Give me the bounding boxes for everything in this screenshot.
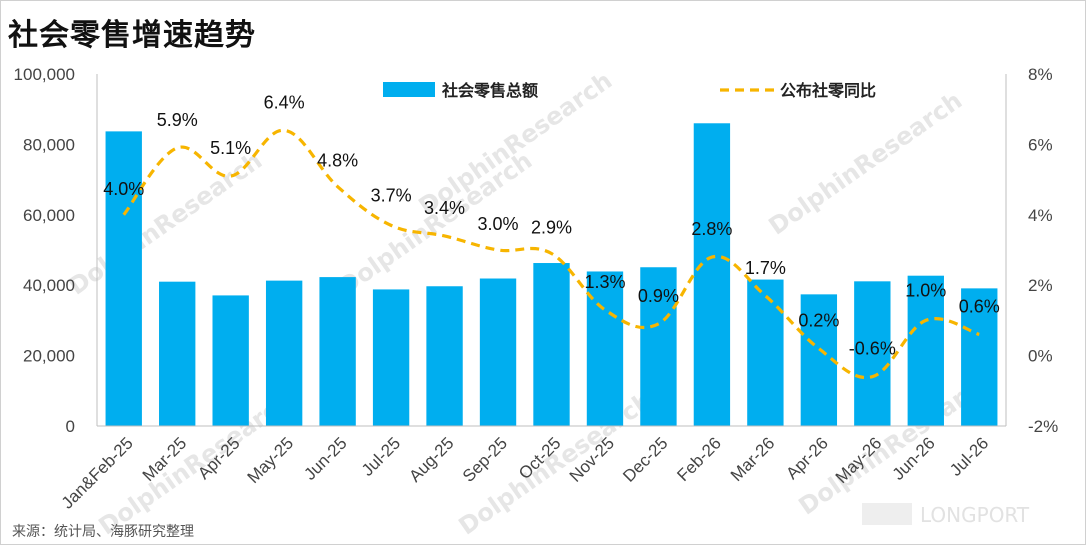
watermark-text: DolphinResearch xyxy=(64,146,268,300)
right-tick-label: 6% xyxy=(1028,135,1053,154)
data-label: 2.8% xyxy=(691,219,732,239)
left-tick-label: 20,000 xyxy=(23,347,75,366)
bar xyxy=(747,279,784,426)
watermark-text: DolphinResearch xyxy=(764,86,968,240)
bar xyxy=(640,267,677,426)
bar xyxy=(319,277,356,426)
bar xyxy=(372,289,410,426)
data-label: 1.0% xyxy=(905,280,946,300)
left-tick-label: 80,000 xyxy=(23,135,75,154)
line-series xyxy=(122,128,980,380)
bar xyxy=(159,281,196,426)
x-tick-label: Jul-25 xyxy=(358,434,404,480)
x-tick-label: Jul-26 xyxy=(946,434,992,480)
chart-title: 社会零售增速趋势 xyxy=(8,18,256,53)
right-tick-label: 0% xyxy=(1028,347,1053,366)
left-tick-label: 100,000 xyxy=(14,65,75,84)
bar xyxy=(693,123,731,426)
legend-line-label: 公布社零同比 xyxy=(780,81,876,100)
x-tick-label: Dec-25 xyxy=(619,434,671,486)
yoy-line xyxy=(122,128,980,380)
data-label: 4.8% xyxy=(317,151,358,171)
bar xyxy=(212,295,249,426)
x-tick-label: Jun-25 xyxy=(300,434,350,484)
data-label: -0.6% xyxy=(849,339,896,359)
data-label: 1.3% xyxy=(584,272,625,292)
bar xyxy=(907,275,944,426)
brand-mark xyxy=(862,503,912,525)
right-tick-label: 4% xyxy=(1028,206,1053,225)
brand-text: LONGPORT xyxy=(920,503,1030,527)
bar xyxy=(479,278,517,426)
left-tick-label: 0 xyxy=(66,417,75,436)
x-tick-label: May-25 xyxy=(244,434,298,488)
x-tick-label: Sep-25 xyxy=(459,434,511,486)
brand-logo: LONGPORT xyxy=(862,503,1030,527)
bar xyxy=(961,288,998,426)
data-label: 3.4% xyxy=(424,198,465,218)
data-label: 0.9% xyxy=(638,286,679,306)
data-label: 0.6% xyxy=(959,296,1000,316)
legend-bar-swatch xyxy=(383,82,435,97)
data-label: 1.7% xyxy=(745,258,786,278)
x-tick-label: Aug-25 xyxy=(405,434,457,486)
bar xyxy=(586,271,624,426)
bar xyxy=(854,281,891,426)
left-tick-label: 40,000 xyxy=(23,276,75,295)
legend: 社会零售总额 公布社零同比 xyxy=(383,81,876,100)
left-tick-label: 60,000 xyxy=(23,206,75,225)
data-label: 3.7% xyxy=(371,185,412,205)
x-tick-label: Feb-26 xyxy=(673,434,725,486)
bar xyxy=(426,286,463,426)
data-label: 0.2% xyxy=(798,311,839,331)
x-tick-label: Mar-26 xyxy=(727,434,779,486)
data-label: 5.1% xyxy=(210,138,251,158)
source-note: 来源：统计局、海豚研究整理 xyxy=(12,524,194,540)
legend-bar-label: 社会零售总额 xyxy=(441,81,538,100)
right-tick-label: 8% xyxy=(1028,65,1053,84)
right-tick-label: 2% xyxy=(1028,276,1053,295)
data-label: 2.9% xyxy=(531,218,572,238)
bar-series xyxy=(105,123,998,426)
data-labels: 4.0% 5.9% 5.1% 6.4% 4.8% 3.7% 3.4% 3.0% 2.9% 1.3%… xyxy=(103,92,1000,358)
data-label: 5.9% xyxy=(157,110,198,130)
bar xyxy=(265,280,303,426)
right-tick-label: -2% xyxy=(1028,417,1058,436)
data-label: 6.4% xyxy=(264,92,305,112)
data-label: 4.0% xyxy=(103,179,144,199)
data-label: 3.0% xyxy=(478,214,519,234)
bar xyxy=(105,131,142,426)
bar xyxy=(533,263,570,426)
